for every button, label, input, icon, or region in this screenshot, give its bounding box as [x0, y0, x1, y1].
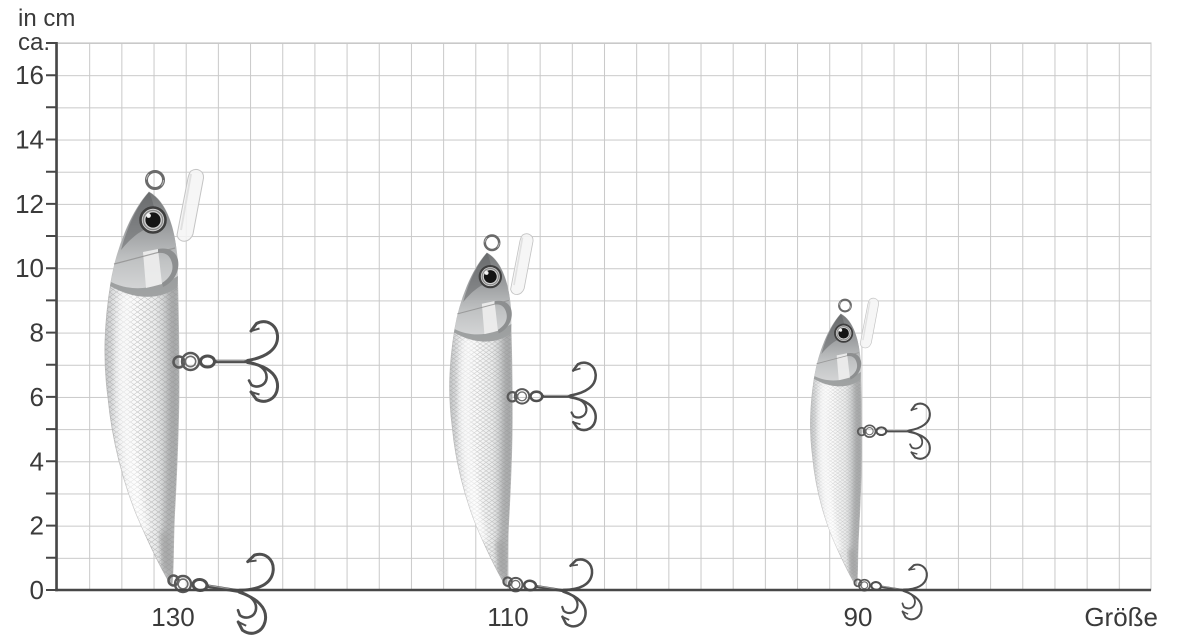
y-axis-ticks [46, 42, 57, 591]
x-category-labels: 130 110 90 [151, 602, 872, 632]
y-tick-label-10: 10 [15, 253, 44, 283]
y-tick-label-12: 12 [15, 189, 44, 219]
grid-area [56, 42, 1152, 591]
x-axis-title: Größe [1084, 602, 1158, 632]
x-label-130: 130 [151, 602, 194, 632]
y-tick-label-0: 0 [30, 575, 44, 605]
y-axis-unit-line2: ca. [18, 29, 50, 56]
y-tick-label-2: 2 [30, 511, 44, 541]
y-tick-label-16: 16 [15, 60, 44, 90]
y-axis-unit-line1: in cm [18, 5, 75, 32]
x-label-90: 90 [844, 602, 873, 632]
x-label-110: 110 [487, 602, 528, 632]
y-tick-label-8: 8 [30, 318, 44, 348]
y-tick-label-4: 4 [30, 446, 44, 476]
y-tick-labels: 0 2 4 6 8 10 12 14 16 [15, 60, 44, 605]
y-tick-label-6: 6 [30, 382, 44, 412]
y-tick-label-14: 14 [15, 125, 44, 155]
